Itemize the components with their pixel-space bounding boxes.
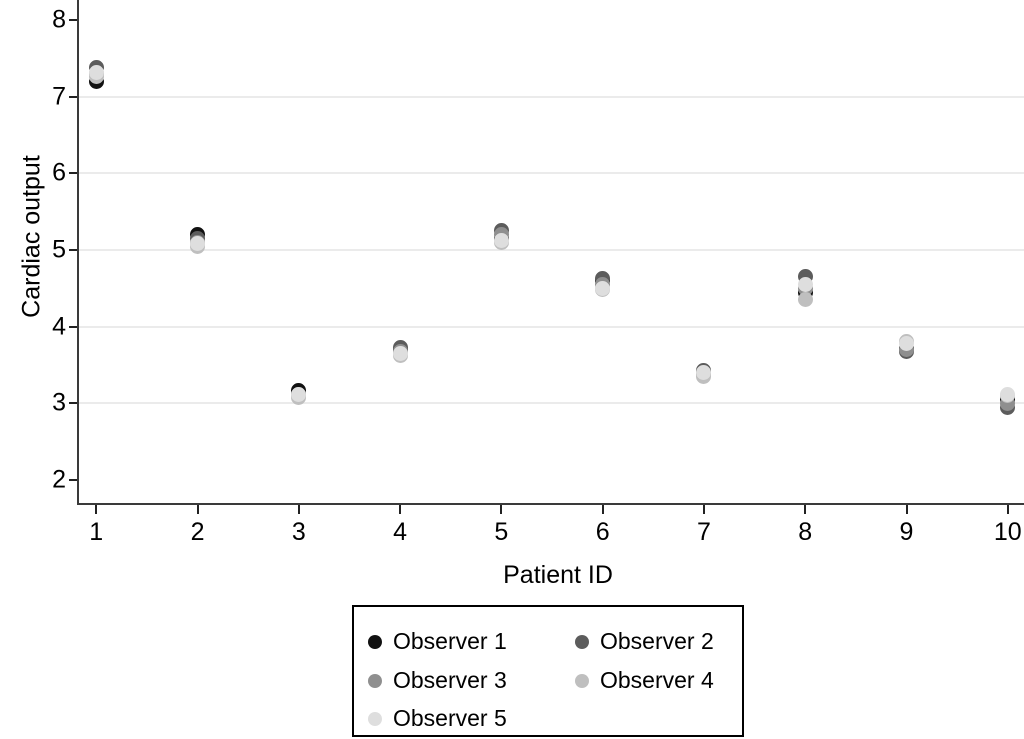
x-tick-mark [399,505,402,514]
legend: Observer 1 Observer 2 Observer 3 Observe… [352,605,744,737]
x-tick-label: 9 [899,518,914,546]
legend-label: Observer 5 [393,705,507,731]
x-axis-title: Patient ID [503,561,613,589]
legend-item-observer-5: Observer 5 [368,705,507,732]
x-tick-mark [297,505,300,514]
data-point-observer-5 [190,236,206,252]
observer-4-marker-icon [575,673,589,688]
y-tick-label: 8 [52,5,66,34]
x-tick-label: 6 [595,518,610,546]
gridline [78,172,1024,175]
x-tick-mark [601,505,604,514]
x-tick-mark [702,505,705,514]
legend-item-observer-4: Observer 4 [575,667,714,694]
x-axis-line [77,503,1024,505]
y-tick-mark [69,18,78,21]
y-tick-mark [69,325,78,328]
legend-label: Observer 2 [600,628,714,654]
y-tick-label: 4 [52,312,66,341]
data-point-observer-5 [595,280,611,296]
data-point-observer-5 [696,365,712,381]
x-tick-label: 5 [494,518,509,546]
gridline [78,248,1024,251]
data-point-observer-5 [797,276,813,292]
data-point-observer-5 [493,233,509,249]
y-tick-mark [69,478,78,481]
legend-item-observer-2: Observer 2 [575,628,714,655]
legend-label: Observer 3 [393,667,507,693]
y-tick-mark [69,402,78,405]
y-tick-mark [69,248,78,251]
x-tick-label: 4 [393,518,408,546]
y-tick-label: 3 [52,388,66,417]
legend-label: Observer 4 [600,667,714,693]
data-point-observer-5 [392,345,408,361]
observer-2-marker-icon [575,634,589,649]
observer-3-marker-icon [368,673,382,688]
y-axis-title: Cardiac output [17,155,46,318]
x-tick-label: 8 [798,518,813,546]
x-tick-label: 1 [89,518,104,546]
y-tick-mark [69,172,78,175]
observer-5-marker-icon [368,711,382,726]
y-tick-label: 6 [52,158,66,187]
x-tick-label: 10 [993,518,1022,546]
y-tick-label: 5 [52,235,66,264]
data-point-observer-5 [88,64,104,80]
x-tick-label: 3 [291,518,306,546]
gridline [78,95,1024,98]
y-tick-label: 2 [52,465,66,494]
data-point-observer-5 [1000,386,1016,402]
x-tick-mark [804,505,807,514]
gridline [78,325,1024,328]
gridline [78,402,1024,405]
x-tick-label: 7 [696,518,711,546]
legend-label: Observer 1 [393,628,507,654]
legend-item-observer-3: Observer 3 [368,667,507,694]
data-point-observer-5 [291,386,307,402]
observer-1-marker-icon [368,634,382,649]
x-tick-mark [500,505,503,514]
y-axis-line [77,0,79,505]
legend-item-observer-1: Observer 1 [368,628,507,655]
data-point-observer-4 [797,292,813,308]
y-tick-label: 7 [52,82,66,111]
x-tick-mark [1006,505,1009,514]
y-tick-mark [69,95,78,98]
x-tick-label: 2 [190,518,205,546]
x-tick-mark [95,505,98,514]
x-tick-mark [196,505,199,514]
x-tick-mark [905,505,908,514]
data-point-observer-5 [899,336,914,351]
